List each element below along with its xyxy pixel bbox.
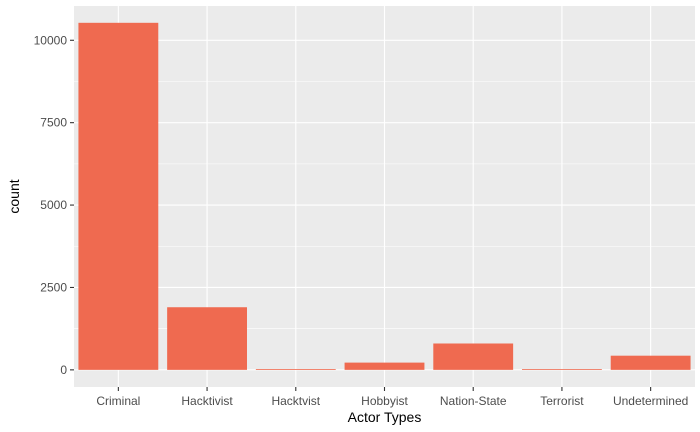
- y-tick-label: 2500: [40, 280, 67, 294]
- y-tick-label: 0: [60, 363, 67, 377]
- bar-hacktvist: [255, 369, 336, 370]
- x-axis-ticks: Criminal Hacktivist Hacktvist Hobbyist Natio…: [96, 387, 688, 408]
- x-tick-label: Terrorist: [540, 394, 584, 408]
- x-tick-label: Undetermined: [613, 394, 688, 408]
- bar-hacktivist: [167, 307, 247, 370]
- bar-undetermined: [610, 355, 691, 370]
- x-axis-title: Actor Types: [348, 409, 422, 425]
- y-tick-label: 10000: [34, 33, 68, 47]
- y-tick-label: 7500: [40, 116, 67, 130]
- x-tick-label: Criminal: [96, 394, 140, 408]
- x-tick-label: Hobbyist: [361, 394, 408, 408]
- bar-terrorist: [522, 369, 602, 371]
- y-tick-label: 5000: [40, 198, 67, 212]
- x-tick-label: Hacktivist: [181, 394, 233, 408]
- y-axis-title: count: [6, 179, 22, 213]
- bar-nation-state: [433, 343, 514, 370]
- bar-hobbyist: [344, 362, 425, 370]
- bars: [78, 22, 691, 371]
- x-tick-label: Hacktvist: [271, 394, 320, 408]
- y-axis-ticks: 0 2500 5000 7500 10000: [34, 33, 74, 377]
- bar-criminal: [78, 22, 159, 370]
- x-tick-label: Nation-State: [440, 394, 507, 408]
